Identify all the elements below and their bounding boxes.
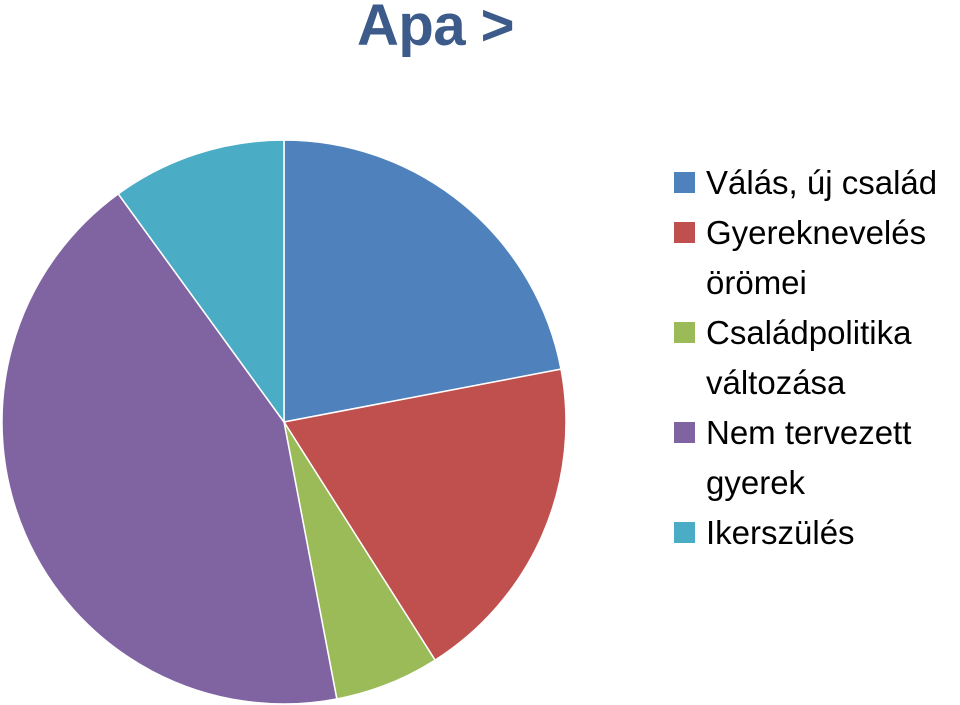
- pie-slice-5: [117, 139, 285, 425]
- legend-swatch: [674, 522, 695, 543]
- legend-item-csaladpolitika: Családpolitika változása: [674, 308, 958, 408]
- pie-slice-4: [1, 192, 338, 705]
- legend-item-ikerszules: Ikerszülés: [674, 508, 958, 558]
- chart-title: Apa >: [357, 0, 515, 58]
- legend-label: Válás, új család: [706, 164, 938, 201]
- legend-swatch: [674, 222, 695, 243]
- legend-label: Családpolitika változása: [706, 314, 912, 401]
- legend-label: Gyereknevelés örömei: [706, 214, 927, 301]
- legend-item-gyereknevelés: Gyereknevelés örömei: [674, 208, 958, 308]
- pie-slice-2: [282, 368, 567, 662]
- legend-swatch: [674, 422, 695, 443]
- legend-item-valas: Válás, új család: [674, 158, 958, 208]
- legend: Válás, új család Gyereknevelés örömei Cs…: [674, 158, 958, 558]
- legend-swatch: [674, 322, 695, 343]
- pie-slice-1: [283, 139, 562, 423]
- legend-swatch: [674, 172, 695, 193]
- legend-label: Ikerszülés: [706, 514, 855, 551]
- legend-item-nem-tervezett: Nem tervezett gyerek: [674, 408, 958, 508]
- legend-label: Nem tervezett gyerek: [706, 414, 912, 501]
